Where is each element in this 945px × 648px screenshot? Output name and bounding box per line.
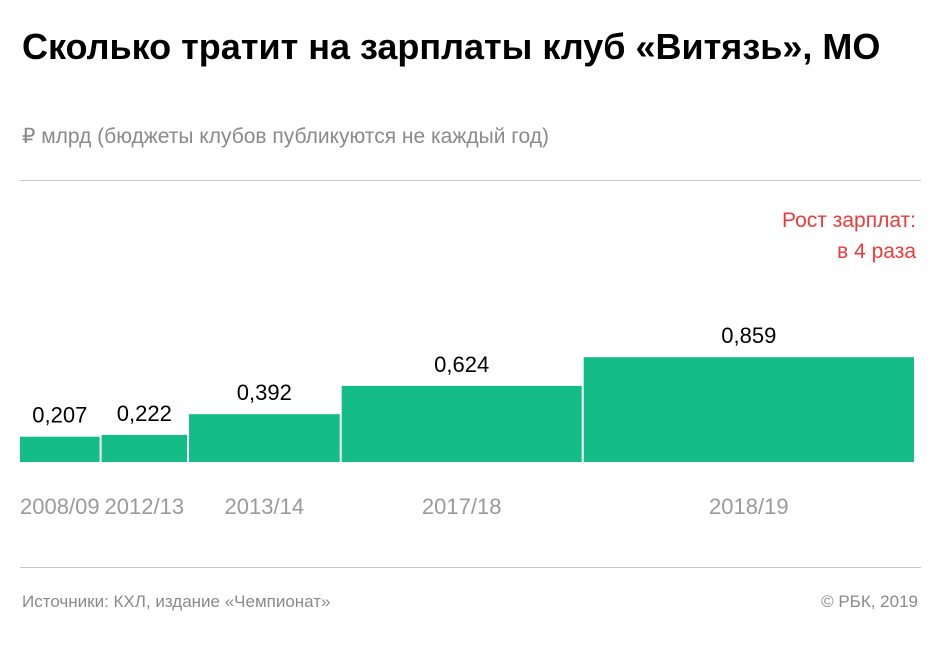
x-tick-label: 2008/09 (20, 494, 100, 519)
growth-annotation-line1: Рост зарплат: (782, 209, 916, 232)
bar-value-label: 0,207 (32, 403, 87, 428)
bar-value-label: 0,624 (434, 352, 489, 377)
x-tick-label: 2017/18 (422, 494, 502, 519)
bar-2013/14 (189, 414, 340, 462)
copyright-credit: © РБК, 2019 (821, 592, 918, 611)
x-tick-label: 2013/14 (225, 494, 305, 519)
x-tick-label: 2012/13 (105, 494, 185, 519)
bar-value-label: 0,859 (721, 323, 776, 348)
x-tick-label: 2018/19 (709, 494, 789, 519)
chart-subtitle: ₽ млрд (бюджеты клубов публикуются не ка… (22, 125, 549, 148)
chart-title: Сколько тратит на зарплаты клуб «Витязь»… (22, 26, 881, 67)
growth-annotation: Рост зарплат: в 4 раза (782, 205, 916, 267)
growth-annotation-line2: в 4 раза (837, 240, 916, 263)
bar-2017/18 (341, 385, 582, 462)
bar-value-label: 0,222 (117, 401, 172, 426)
bar-value-label: 0,392 (237, 380, 292, 405)
bar-2012/13 (101, 434, 187, 462)
bar-2008/09 (20, 436, 100, 462)
bar-2018/19 (583, 357, 914, 462)
top-divider (20, 180, 921, 181)
source-note: Источники: КХЛ, издание «Чемпионат» (22, 592, 331, 611)
bottom-divider (20, 567, 921, 568)
